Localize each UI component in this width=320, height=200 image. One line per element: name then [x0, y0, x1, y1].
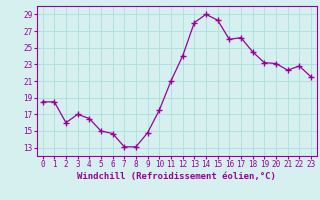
X-axis label: Windchill (Refroidissement éolien,°C): Windchill (Refroidissement éolien,°C) [77, 172, 276, 181]
